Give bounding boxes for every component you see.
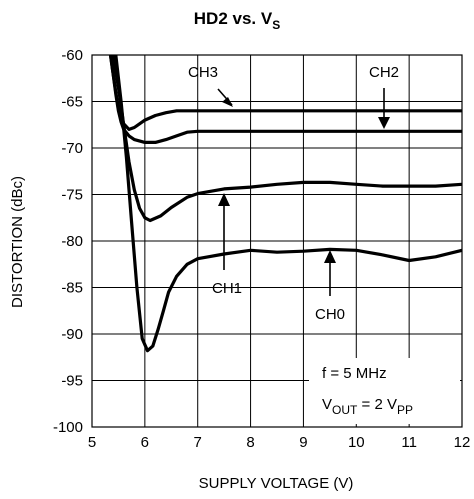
y-tick-label: -95 (61, 373, 83, 390)
x-tick-label: 5 (88, 434, 96, 451)
x-tick-label: 6 (141, 434, 149, 451)
series-line-ch2 (108, 55, 462, 144)
y-tick-label: -100 (53, 419, 83, 436)
y-tick-label: -65 (61, 94, 83, 111)
x-tick-label: 11 (401, 434, 417, 451)
arrowhead-ch1 (218, 193, 230, 206)
series-label-ch0: CH0 (315, 306, 345, 323)
x-tick-label: 10 (348, 434, 365, 451)
y-tick-label: -70 (61, 140, 83, 157)
arrowhead-ch0 (324, 250, 336, 263)
arrowhead-ch2 (378, 117, 390, 129)
y-tick-label: -75 (61, 187, 83, 204)
condition-frequency: f = 5 MHz (322, 365, 387, 382)
conditions-box (309, 358, 460, 424)
y-tick-label: -90 (61, 326, 83, 343)
condition-vout: VOUT = 2 VPP (322, 396, 413, 417)
series-line-ch1 (111, 55, 462, 223)
series-label-ch3: CH3 (188, 64, 218, 81)
series-label-ch1: CH1 (212, 280, 242, 297)
x-tick-label: 7 (194, 434, 202, 451)
series-line-ch0 (114, 55, 462, 353)
series-lines (108, 55, 462, 353)
series-label-ch2: CH2 (369, 64, 399, 81)
x-tick-label: 12 (454, 434, 471, 451)
series-annotations: CH3 CH2 CH1 CH0 f = 5 MHz VOUT = 2 VPP (188, 64, 460, 424)
y-tick-label: -85 (61, 280, 83, 297)
y-tick-label: -60 (61, 47, 83, 64)
y-tick-label: -80 (61, 233, 83, 250)
axis-tick-labels: 5 6 7 8 9 10 11 12 -60 -65 -70 -75 -80 -85 -90 -95 -100 (53, 47, 470, 451)
chart-title: HD2 vs. VS (194, 9, 280, 32)
x-tick-label: 9 (299, 434, 307, 451)
y-axis-label: DISTORTION (dBc) (9, 176, 26, 308)
arrowhead-ch3 (222, 97, 233, 107)
x-tick-label: 8 (246, 434, 254, 451)
x-axis-label: SUPPLY VOLTAGE (V) (199, 475, 354, 492)
plot-area-frame (91, 54, 463, 428)
